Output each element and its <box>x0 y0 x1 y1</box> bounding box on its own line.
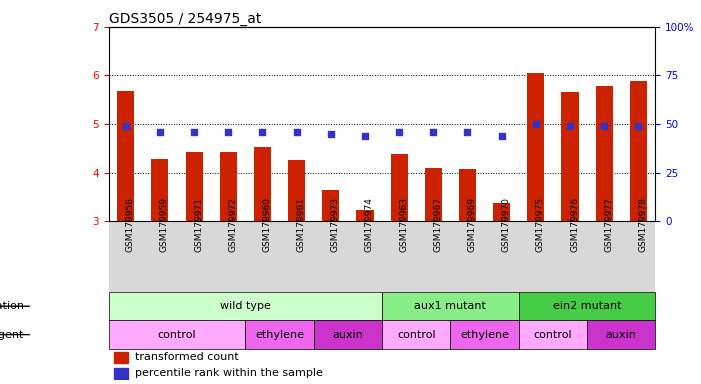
Text: GSM179972: GSM179972 <box>229 197 237 252</box>
Point <box>462 129 473 135</box>
Bar <box>322 190 339 221</box>
Text: agent: agent <box>0 329 24 339</box>
Bar <box>356 210 374 221</box>
Text: GSM179974: GSM179974 <box>365 197 374 252</box>
Bar <box>114 352 128 363</box>
Text: transformed count: transformed count <box>135 352 238 362</box>
Bar <box>629 81 647 221</box>
Point <box>564 123 576 129</box>
Text: GSM179978: GSM179978 <box>639 197 647 252</box>
Point <box>189 129 200 135</box>
Point <box>599 123 610 129</box>
Point <box>530 121 541 127</box>
Text: GSM179958: GSM179958 <box>125 197 135 252</box>
Text: genotype/variation: genotype/variation <box>0 301 24 311</box>
Bar <box>596 86 613 221</box>
Point <box>257 129 268 135</box>
Text: GSM179975: GSM179975 <box>536 197 545 252</box>
Bar <box>109 292 382 320</box>
Text: GSM179961: GSM179961 <box>297 197 306 252</box>
Point <box>291 129 302 135</box>
Bar <box>314 320 382 349</box>
Bar <box>562 93 578 221</box>
Point <box>633 123 644 129</box>
Text: ein2 mutant: ein2 mutant <box>553 301 621 311</box>
Bar <box>219 152 237 221</box>
Point <box>360 132 371 139</box>
Point <box>223 129 234 135</box>
Text: auxin: auxin <box>606 329 637 339</box>
Bar <box>425 168 442 221</box>
Text: GSM179976: GSM179976 <box>570 197 579 252</box>
Point <box>393 129 404 135</box>
Bar <box>527 73 545 221</box>
Point <box>428 129 439 135</box>
Text: GSM179963: GSM179963 <box>399 197 408 252</box>
Text: wild type: wild type <box>220 301 271 311</box>
Text: ethylene: ethylene <box>255 329 304 339</box>
Point <box>325 131 336 137</box>
Bar <box>382 320 451 349</box>
Text: control: control <box>397 329 435 339</box>
Point <box>120 123 131 129</box>
Bar <box>493 203 510 221</box>
Point <box>154 129 165 135</box>
Bar <box>114 367 128 379</box>
Bar <box>519 320 587 349</box>
Bar <box>245 320 314 349</box>
Text: control: control <box>158 329 196 339</box>
Text: GSM179959: GSM179959 <box>160 197 169 252</box>
Text: GDS3505 / 254975_at: GDS3505 / 254975_at <box>109 12 261 26</box>
Text: GSM179960: GSM179960 <box>262 197 271 252</box>
Text: GSM179973: GSM179973 <box>331 197 340 252</box>
Text: ethylene: ethylene <box>460 329 509 339</box>
Bar <box>451 320 519 349</box>
Text: aux1 mutant: aux1 mutant <box>414 301 486 311</box>
Bar <box>587 320 655 349</box>
Bar <box>390 154 408 221</box>
Text: control: control <box>533 329 572 339</box>
Text: percentile rank within the sample: percentile rank within the sample <box>135 368 322 378</box>
Text: GSM179971: GSM179971 <box>194 197 203 252</box>
Bar <box>151 159 168 221</box>
Bar <box>109 320 245 349</box>
Bar <box>254 147 271 221</box>
Text: auxin: auxin <box>332 329 363 339</box>
Bar <box>459 169 476 221</box>
Bar <box>186 152 203 221</box>
Bar <box>519 292 655 320</box>
Bar <box>288 161 305 221</box>
Text: GSM179969: GSM179969 <box>468 197 477 252</box>
Point <box>496 132 508 139</box>
Text: GSM179967: GSM179967 <box>433 197 442 252</box>
Text: GSM179977: GSM179977 <box>604 197 613 252</box>
Text: GSM179970: GSM179970 <box>502 197 510 252</box>
Bar <box>117 91 135 221</box>
Bar <box>382 292 519 320</box>
